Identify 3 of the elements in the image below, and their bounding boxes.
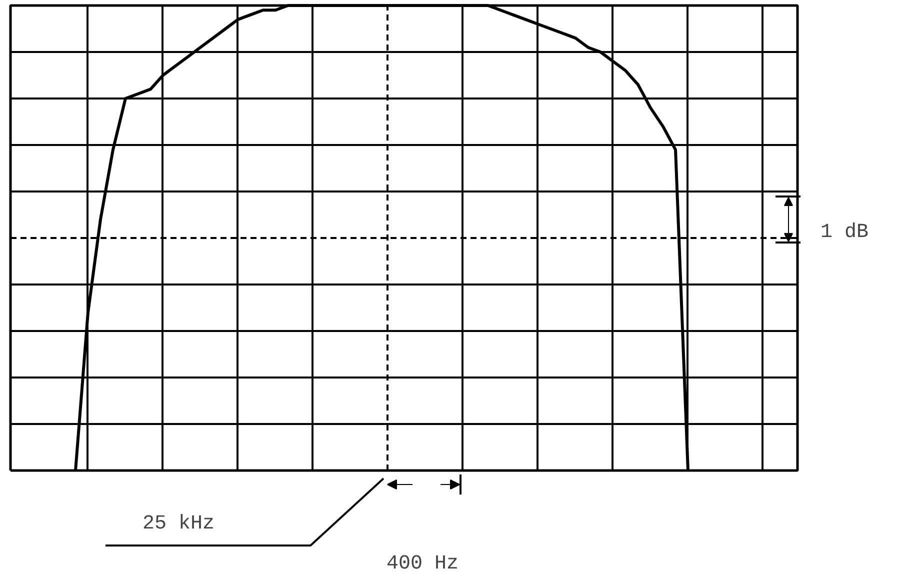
text: 25 kHz	[142, 512, 215, 536]
text: 1 dB	[820, 221, 869, 244]
text: 400 Hz	[386, 552, 459, 576]
